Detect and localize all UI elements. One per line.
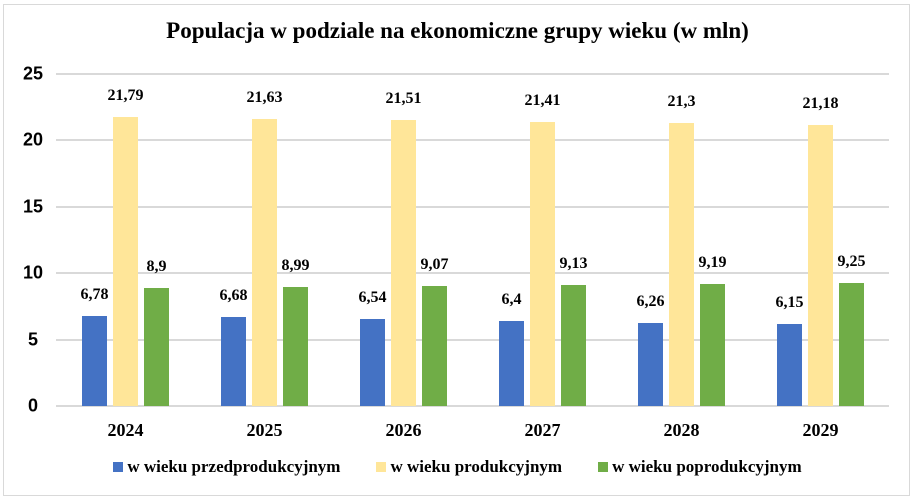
bar <box>113 116 138 406</box>
bar <box>839 283 864 406</box>
legend: w wieku przedprodukcyjnym w wieku produk… <box>0 457 915 477</box>
bar <box>530 121 555 406</box>
gridline <box>56 73 889 75</box>
bar <box>669 123 694 406</box>
bar <box>499 321 524 406</box>
y-tick-label: 25 <box>22 63 44 84</box>
legend-swatch-yellow <box>376 462 387 472</box>
x-tick-label: 2029 <box>802 420 839 440</box>
chart-frame <box>3 4 910 496</box>
chart-title: Populacja w podziale na ekonomiczne grup… <box>166 18 749 43</box>
data-label: 6,54 <box>358 289 387 307</box>
data-label: 9,19 <box>698 253 727 271</box>
data-label: 21,18 <box>802 94 839 112</box>
data-label: 6,15 <box>775 294 804 312</box>
data-label: 21,3 <box>667 93 696 111</box>
data-label: 6,68 <box>219 287 248 305</box>
legend-label: w wieku produkcyjnym <box>390 457 563 476</box>
data-label: 9,07 <box>420 255 449 273</box>
bar <box>422 285 447 406</box>
x-tick-label: 2028 <box>663 420 700 440</box>
bar <box>777 324 802 406</box>
data-label: 8,99 <box>281 256 310 274</box>
legend-item-produkcyjnym: w wieku produkcyjnym <box>376 457 562 477</box>
legend-label: w wieku poprodukcyjnym <box>612 457 802 476</box>
y-tick-label: 15 <box>22 196 44 217</box>
data-label: 21,79 <box>107 86 144 104</box>
bar <box>82 315 107 406</box>
x-tick-label: 2027 <box>524 420 561 440</box>
x-tick-label: 2026 <box>385 420 422 440</box>
bar <box>221 317 246 406</box>
y-tick-label: 5 <box>27 329 38 350</box>
data-label: 21,63 <box>246 88 283 106</box>
bar <box>283 286 308 406</box>
bar <box>561 284 586 406</box>
legend-label: w wieku przedprodukcyjnym <box>127 457 341 476</box>
bar <box>252 118 277 406</box>
legend-item-przedprodukcyjnym: w wieku przedprodukcyjnym <box>113 457 340 477</box>
gridline <box>56 272 889 275</box>
bar <box>700 283 725 406</box>
data-label: 8,9 <box>146 257 167 275</box>
bar <box>391 120 416 406</box>
bar <box>638 322 663 406</box>
data-label: 6,4 <box>501 291 522 308</box>
gridline <box>56 405 889 407</box>
data-label: 6,78 <box>80 285 109 303</box>
legend-swatch-green <box>598 462 609 472</box>
legend-swatch-blue <box>113 462 124 472</box>
y-tick-label: 10 <box>22 262 44 283</box>
y-tick-label: 0 <box>27 395 38 416</box>
x-tick-label: 2024 <box>107 420 144 440</box>
bar <box>144 287 169 406</box>
legend-item-poprodukcyjnym: w wieku poprodukcyjnym <box>598 457 802 477</box>
data-label: 21,41 <box>524 91 561 109</box>
bar <box>808 124 833 406</box>
data-label: 21,51 <box>385 90 422 108</box>
gridline <box>56 205 889 208</box>
x-tick-label: 2025 <box>246 420 283 440</box>
data-label: 9,13 <box>559 254 588 272</box>
data-label: 6,26 <box>636 292 665 310</box>
gridline <box>56 338 889 341</box>
data-label: 9,25 <box>837 253 866 271</box>
bar <box>360 319 385 406</box>
gridline <box>56 139 889 142</box>
y-tick-label: 20 <box>22 129 44 150</box>
